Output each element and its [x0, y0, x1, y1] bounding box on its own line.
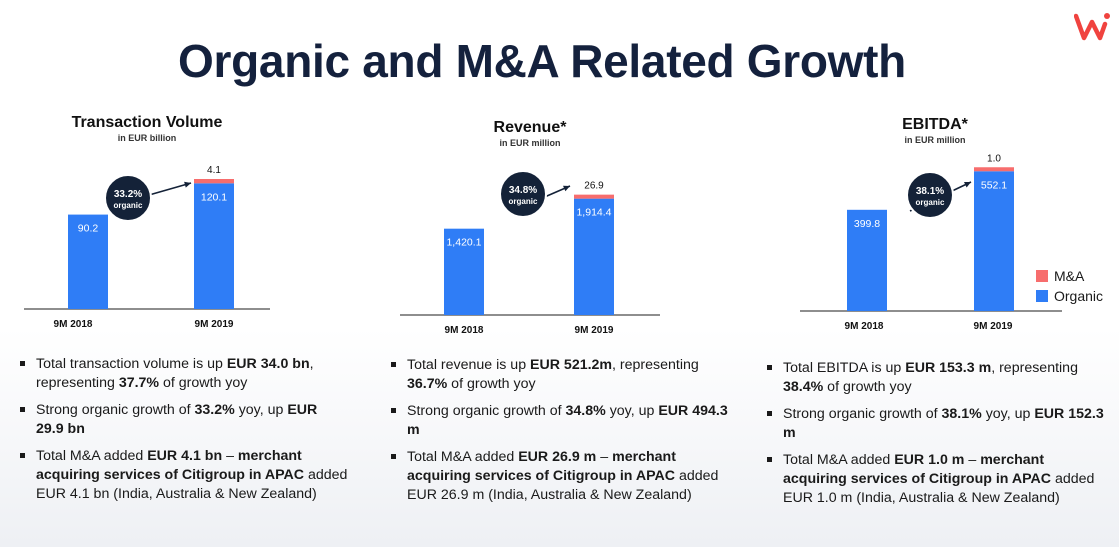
page-title: Organic and M&A Related Growth: [178, 35, 906, 87]
category-label: 9M 2018: [845, 321, 884, 332]
bullet-item: Total transaction volume is up EUR 34.0 …: [18, 355, 348, 393]
bullet-item: Total M&A added EUR 1.0 m – merchant acq…: [765, 451, 1110, 508]
data-label-organic: 1,420.1: [446, 237, 481, 249]
legend-swatch-organic: [1036, 290, 1048, 302]
bar-organic: [847, 209, 887, 311]
bullets-ebitda: Total EBITDA is up EUR 153.3 m, represen…: [765, 359, 1110, 516]
data-label-organic: 552.1: [981, 179, 1007, 191]
bullet-item: Strong organic growth of 33.2% yoy, up E…: [18, 401, 348, 439]
chart-svg: 90.2 9M 2018 4.1 120.1 9M 2019 33.2%organic: [24, 165, 270, 330]
data-label-ma: 4.1: [207, 165, 221, 176]
legend-swatch-ma: [1036, 270, 1048, 282]
bar-organic: [574, 198, 614, 315]
badge-label: organic: [916, 198, 945, 207]
brand-logo: [1074, 13, 1110, 41]
bar-ma: [574, 194, 614, 199]
chart-legend: M&A Organic: [1036, 266, 1103, 306]
data-label-organic: 399.8: [854, 218, 880, 230]
chart-unit: in EUR million: [499, 138, 561, 148]
chart-title: EBITDA*: [902, 116, 968, 133]
legend-label-ma: M&A: [1054, 268, 1085, 284]
badge-percent: 33.2%: [114, 189, 142, 200]
bullets-revenue: Total revenue is up EUR 521.2m, represen…: [389, 356, 729, 513]
badge-label: organic: [114, 201, 143, 210]
arrow-head-icon: [964, 181, 971, 188]
bullets-transaction-volume: Total transaction volume is up EUR 34.0 …: [18, 355, 348, 512]
arrow-head-icon: [563, 185, 570, 192]
bar-organic: [194, 183, 234, 309]
bullet-item: Total M&A added EUR 26.9 m – merchant ac…: [389, 448, 729, 505]
chart-title: Transaction Volume: [71, 114, 223, 131]
badge-percent: 38.1%: [916, 186, 944, 197]
category-label: 9M 2018: [54, 319, 93, 330]
chart-svg: 399.8 9M 2018 1.0 552.1 9M 2019 38.1%organic: [800, 153, 1062, 332]
bullet-item: Total M&A added EUR 4.1 bn – merchant ac…: [18, 447, 348, 504]
category-label: 9M 2018: [445, 325, 484, 336]
legend-item-ma: M&A: [1036, 266, 1103, 286]
category-label: 9M 2019: [575, 325, 614, 336]
bullet-item: Total revenue is up EUR 521.2m, represen…: [389, 356, 729, 394]
data-label-ma: 1.0: [987, 153, 1001, 164]
bullet-item: Strong organic growth of 38.1% yoy, up E…: [765, 405, 1110, 443]
bar-ma: [974, 167, 1014, 172]
chart-unit: in EUR billion: [117, 133, 177, 143]
bullet-item: Strong organic growth of 34.8% yoy, up E…: [389, 402, 729, 440]
growth-badge: [499, 170, 547, 218]
chart-title: Revenue*: [493, 119, 567, 136]
chart-transaction-volume: Transaction Volume in EUR billion 90.2 9M…: [24, 110, 280, 340]
growth-badge: [906, 171, 954, 219]
data-label-organic: 1,914.4: [576, 207, 611, 219]
category-label: 9M 2019: [195, 319, 234, 330]
bar-organic: [68, 214, 108, 309]
growth-badge: [104, 174, 152, 222]
legend-label-organic: Organic: [1054, 288, 1104, 304]
chart-unit: in EUR million: [904, 135, 966, 145]
chart-revenue: Revenue* in EUR million 1,420.1 9M 2018 26…: [400, 116, 660, 346]
bar-organic: [444, 228, 484, 315]
bar-ma: [194, 179, 234, 184]
chart-ebitda: EBITDA* in EUR million 399.8 9M 2018 1.0 55…: [800, 112, 1062, 342]
chart-svg: 1,420.1 9M 2018 26.9 1,914.4 9M 2019 34.8%org…: [400, 170, 660, 336]
arrow-head-icon: [184, 181, 191, 188]
data-label-organic: 120.1: [201, 191, 227, 203]
data-label-ma: 26.9: [584, 181, 604, 192]
badge-percent: 34.8%: [509, 185, 537, 196]
badge-label: organic: [509, 197, 538, 206]
legend-item-organic: Organic: [1036, 286, 1103, 306]
bullet-item: Total EBITDA is up EUR 153.3 m, represen…: [765, 359, 1110, 397]
data-label-organic: 90.2: [78, 223, 99, 235]
category-label: 9M 2019: [974, 321, 1013, 332]
bar-organic: [974, 171, 1014, 311]
